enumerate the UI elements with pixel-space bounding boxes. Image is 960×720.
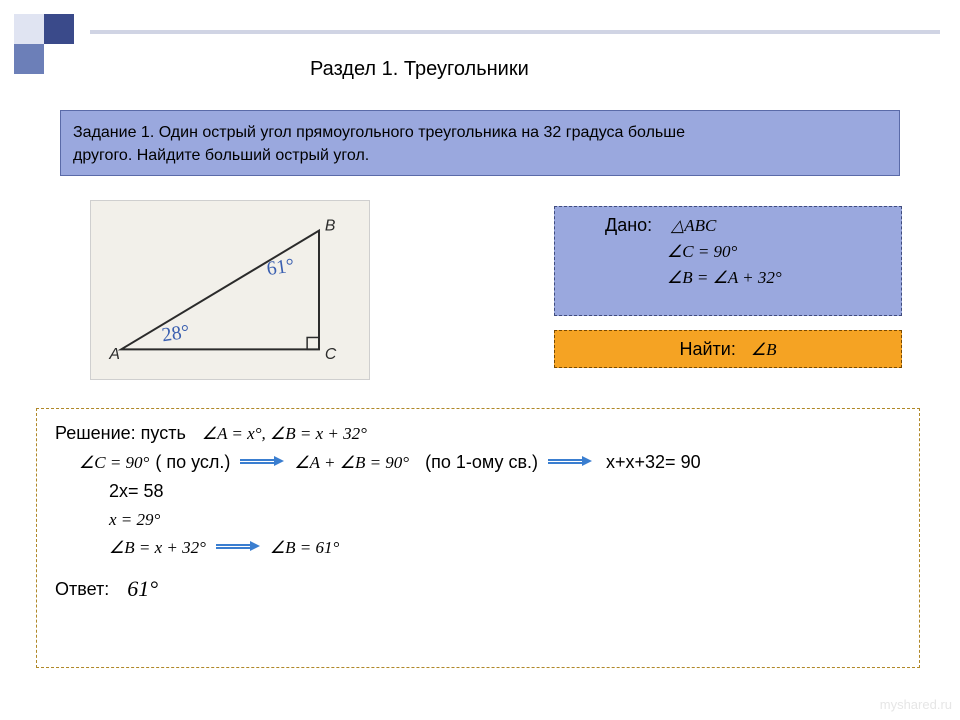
find-box: Найти: ∠B [554, 330, 902, 368]
hand-angle-b: 61° [265, 254, 295, 280]
solution-equation: x+x+32= 90 [606, 452, 701, 473]
triangle-svg: A B C 28° 61° [91, 201, 369, 379]
find-value: ∠B [751, 340, 777, 359]
problem-statement: Задание 1. Один острый угол прямоугольно… [60, 110, 900, 176]
triangle-figure: A B C 28° 61° [90, 200, 370, 380]
section-title: Раздел 1. Треугольники [310, 58, 529, 81]
find-label: Найти: [679, 339, 735, 359]
solution-by-prop: (по 1-ому св.) [425, 452, 538, 473]
solution-box: Решение: пусть ∠A = x°, ∠B = x + 32° ∠C … [36, 408, 920, 668]
watermark: myshared.ru [880, 697, 952, 712]
arrow-icon [216, 543, 260, 553]
decor-sq-1 [14, 14, 44, 44]
solution-c-expr: ∠C = 90° [79, 453, 149, 473]
solution-b-sub: ∠B = x + 32° [109, 538, 206, 558]
answer-label: Ответ: [55, 579, 109, 600]
decor-bar [90, 30, 940, 34]
solution-let: ∠A = x°, ∠B = x + 32° [202, 424, 367, 444]
solution-sum-expr: ∠A + ∠B = 90° [294, 453, 409, 473]
solution-by-condition: ( по усл.) [155, 452, 230, 473]
arrow-icon [548, 458, 592, 468]
given-angle-relation: ∠B = ∠A + 32° [667, 268, 889, 288]
given-label: Дано: [605, 215, 652, 236]
decor-sq-3 [14, 44, 44, 74]
given-triangle: △ABC [671, 216, 716, 235]
solution-label: Решение: пусть [55, 423, 186, 444]
problem-line2: другого. Найдите больший острый угол. [73, 147, 369, 164]
problem-line1: Задание 1. Один острый угол прямоугольно… [73, 124, 685, 141]
decor-sq-2 [44, 14, 74, 44]
given-angle-c: ∠C = 90° [667, 242, 889, 262]
answer-value: 61° [127, 576, 158, 602]
hand-angle-a: 28° [160, 321, 190, 347]
solution-b-result: ∠B = 61° [270, 538, 339, 558]
vertex-c-label: C [325, 346, 337, 363]
given-box: Дано: △ABC ∠C = 90° ∠B = ∠A + 32° [554, 206, 902, 316]
vertex-a-label: A [108, 346, 120, 363]
arrow-icon [240, 458, 284, 468]
solution-step2: 2x= 58 [109, 481, 164, 502]
solution-x-result: x = 29° [109, 510, 160, 530]
vertex-b-label: B [325, 218, 336, 235]
